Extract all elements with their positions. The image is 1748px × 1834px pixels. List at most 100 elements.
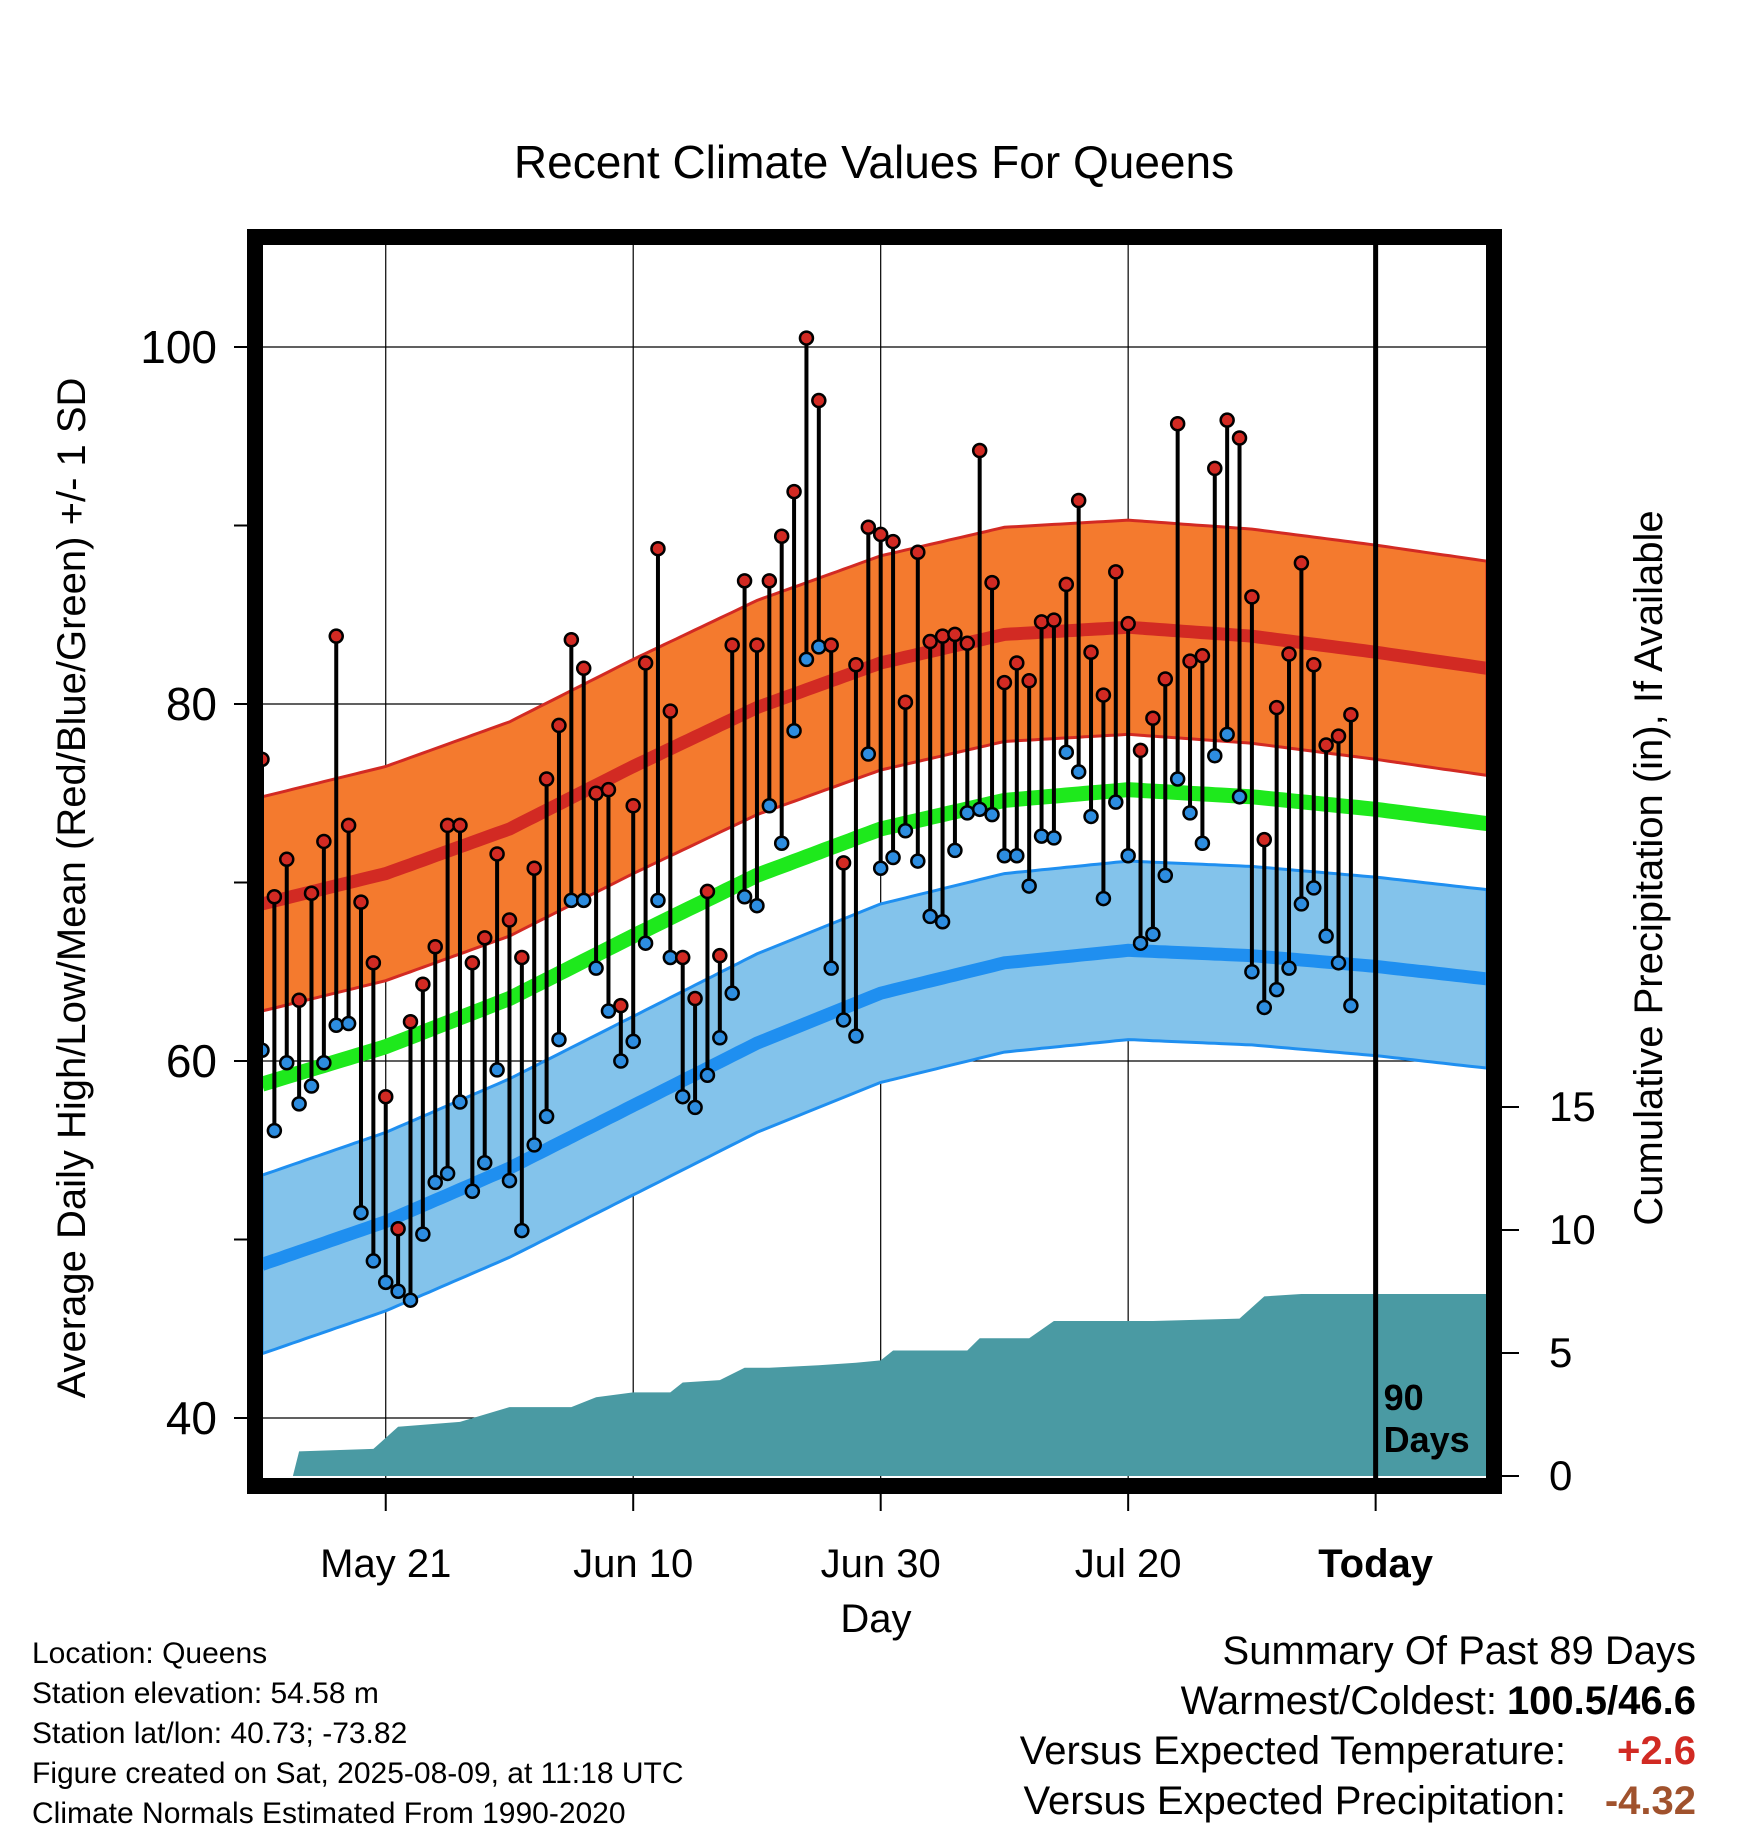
x-tick-label: Jul 20 <box>1075 1542 1182 1586</box>
low-point <box>1219 726 1235 743</box>
created-text: Figure created on Sat, 2025-08-09, at 11… <box>32 1757 684 1790</box>
low-point <box>316 1055 332 1071</box>
high-point <box>340 817 357 834</box>
low-point <box>600 1003 617 1019</box>
today-label-word: Days <box>1384 1419 1470 1460</box>
low-point <box>390 1283 406 1300</box>
low-point <box>650 892 666 909</box>
high-point <box>415 976 431 992</box>
low-point <box>1244 964 1260 980</box>
low-point <box>724 985 740 1001</box>
high-normal-line <box>260 620 1488 911</box>
high-point <box>872 526 889 543</box>
high-point <box>1095 687 1112 703</box>
low-point <box>637 935 654 951</box>
high-point <box>514 949 530 966</box>
low-point <box>353 1204 369 1221</box>
y-right-axis-title: Cumulative Precipitation (in), If Availa… <box>1627 510 1671 1225</box>
high-point <box>922 633 938 650</box>
high-point <box>1046 612 1062 628</box>
high-point <box>291 992 307 1009</box>
low-point <box>439 1165 456 1182</box>
chart-title: Recent Climate Values For Queens <box>513 136 1235 188</box>
high-point <box>1343 706 1359 723</box>
low-point <box>1330 955 1347 971</box>
extremes-value: 100.5/46.6 <box>1506 1679 1696 1723</box>
high-point <box>786 483 802 500</box>
high-point <box>1207 460 1223 477</box>
low-point <box>798 651 815 668</box>
y-right-tick-label: 0 <box>1549 1452 1572 1499</box>
latlon-text: Station lat/lon: 40.73; -73.82 <box>32 1717 408 1750</box>
high-point <box>1132 742 1149 759</box>
high-point <box>1306 656 1322 673</box>
precip-value: -4.32 <box>1604 1779 1696 1823</box>
low-point <box>1132 935 1149 951</box>
low-point <box>1194 835 1211 851</box>
precip-area <box>292 1294 1487 1476</box>
location-text: Location: Queens <box>32 1637 268 1670</box>
low-point <box>947 842 963 859</box>
high-point <box>1108 564 1124 580</box>
high-point <box>736 573 753 589</box>
low-point <box>699 1067 716 1084</box>
high-point <box>773 528 790 544</box>
low-point <box>773 835 790 851</box>
high-point <box>588 785 604 801</box>
low-point <box>526 1137 542 1153</box>
low-point <box>278 1055 295 1071</box>
high-point <box>724 637 740 653</box>
high-point <box>1083 644 1099 660</box>
low-point <box>934 914 951 930</box>
high-point <box>823 637 839 653</box>
high-point <box>625 797 641 814</box>
high-point <box>353 894 369 910</box>
low-point <box>984 806 1000 823</box>
high-point <box>365 955 382 971</box>
high-point <box>266 889 283 905</box>
high-point <box>328 628 344 644</box>
high-point <box>439 817 456 834</box>
elevation-text: Station elevation: 54.58 m <box>32 1677 379 1710</box>
high-point <box>885 533 901 550</box>
low-point <box>501 1172 518 1189</box>
high-point <box>687 990 703 1007</box>
high-point <box>712 947 728 964</box>
high-point <box>1033 614 1050 630</box>
low-point <box>563 892 580 909</box>
low-point <box>1268 981 1285 998</box>
low-point <box>340 1015 357 1032</box>
low-point <box>551 1031 567 1048</box>
low-point <box>588 960 604 976</box>
low-point <box>613 1053 629 1069</box>
low-point <box>811 639 827 655</box>
low-point <box>1207 748 1223 764</box>
high-point <box>316 833 332 850</box>
low-point <box>749 897 765 914</box>
high-point <box>476 930 493 946</box>
low-point <box>761 797 778 814</box>
x-tick-label: Today <box>1318 1542 1434 1586</box>
low-point <box>575 892 592 909</box>
high-point <box>650 540 666 557</box>
low-point <box>514 1222 530 1239</box>
high-point <box>934 628 951 644</box>
high-point <box>377 1088 394 1105</box>
low-point <box>736 889 753 905</box>
high-point <box>848 656 864 673</box>
high-point <box>674 949 691 966</box>
low-point <box>835 1012 852 1028</box>
low-point <box>1120 847 1136 864</box>
low-point <box>662 949 679 966</box>
low-point <box>1021 878 1037 894</box>
low-point <box>674 1088 691 1105</box>
low-point <box>1318 928 1334 944</box>
low-point <box>1058 744 1075 760</box>
normals-text: Climate Normals Estimated From 1990-2020 <box>32 1797 626 1830</box>
y-tick-label: 80 <box>166 678 217 730</box>
low-point <box>1157 867 1174 884</box>
temp-value: +2.6 <box>1617 1729 1696 1773</box>
high-point <box>551 717 567 734</box>
high-point <box>1120 615 1136 632</box>
